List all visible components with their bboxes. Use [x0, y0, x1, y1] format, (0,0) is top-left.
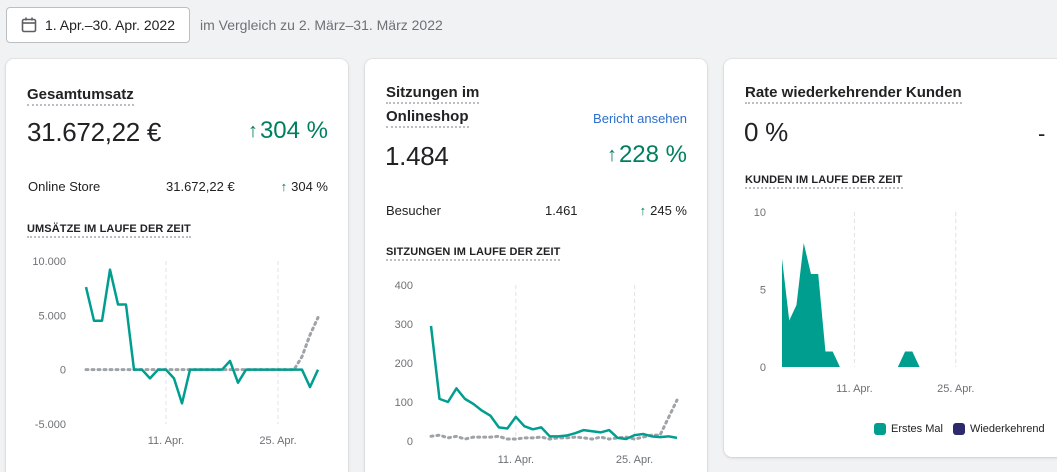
- arrow-up-icon: ↑: [639, 203, 647, 218]
- sessions-over-time-chart: 11. Apr. 25. Apr. 400 300 200 100 0: [395, 280, 679, 466]
- date-range-button[interactable]: 1. Apr.–30. Apr. 2022: [6, 7, 190, 43]
- x-tick-label: 11. Apr.: [836, 383, 873, 395]
- sessions-card: Sitzungen im Onlineshop Bericht ansehen …: [365, 59, 707, 472]
- y-tick-label: 5.000: [38, 310, 66, 322]
- breakdown-change: ↑ 304 %: [280, 179, 328, 194]
- x-tick-label: 11. Apr.: [498, 454, 535, 466]
- breakdown-label: Besucher: [386, 203, 441, 218]
- card-title[interactable]: Rate wiederkehrender Kunden: [745, 81, 962, 105]
- calendar-icon: [21, 17, 37, 33]
- y-tick-label: 0: [60, 365, 66, 377]
- x-tick-label: 25. Apr.: [616, 454, 653, 466]
- y-tick-label: 10.000: [32, 256, 66, 268]
- chart-section-title: KUNDEN IM LAUFE DER ZEIT: [745, 174, 903, 189]
- y-tick-label: 300: [395, 319, 413, 331]
- y-tick-label: 400: [395, 280, 413, 292]
- y-tick-label: -5.000: [35, 419, 66, 431]
- y-tick-label: 10: [754, 207, 766, 219]
- breakdown-change: ↑ 245 %: [639, 203, 687, 218]
- legend-swatch: [874, 423, 886, 435]
- legend-item-returning[interactable]: Wiederkehrend: [952, 423, 1045, 435]
- returning-rate-value: 0 %: [744, 117, 788, 147]
- returning-customers-card: Rate wiederkehrender Kunden 0 % - KUNDEN…: [724, 59, 1057, 457]
- total-sales-value: 31.672,22 €: [27, 117, 162, 147]
- breakdown-value: 31.672,22 €: [166, 179, 235, 194]
- card-title[interactable]: Gesamtumsatz: [27, 83, 134, 107]
- y-tick-label: 100: [395, 397, 413, 409]
- date-range-label: 1. Apr.–30. Apr. 2022: [45, 17, 175, 33]
- arrow-up-icon: ↑: [247, 119, 258, 142]
- returning-rate-change: -: [1038, 121, 1046, 146]
- sales-over-time-chart: 11. Apr. 25. Apr. 10.000 5.000 0 -5.000: [32, 256, 320, 447]
- current-series-line: [429, 325, 678, 441]
- customers-over-time-chart: 11. Apr. 25. Apr. 10 5 0: [754, 207, 992, 395]
- view-report-link[interactable]: Bericht ansehen: [593, 111, 687, 126]
- breakdown-label: Online Store: [28, 179, 101, 194]
- x-tick-label: 25. Apr.: [937, 383, 974, 395]
- comparison-text: im Vergleich zu 2. März–31. März 2022: [200, 17, 443, 33]
- x-tick-label: 11. Apr.: [148, 435, 185, 447]
- breakdown-value: 1.461: [545, 203, 578, 218]
- card-title[interactable]: Sitzungen im Onlineshop: [386, 81, 480, 129]
- current-series-line: [84, 268, 320, 405]
- legend-swatch: [952, 423, 965, 435]
- sessions-value: 1.484: [385, 141, 449, 171]
- comparison-series-line: [84, 316, 320, 372]
- total-sales-card: Gesamtumsatz 31.672,22 € ↑ 304 % Online S…: [6, 59, 348, 472]
- first-time-area: [782, 243, 992, 367]
- x-tick-label: 25. Apr.: [259, 435, 296, 447]
- y-tick-label: 200: [395, 358, 413, 370]
- chart-legend: Erstes Mal Wiederkehrend: [874, 423, 1055, 435]
- chart-section-title: UMSÄTZE IM LAUFE DER ZEIT: [27, 223, 191, 238]
- sessions-change: ↑ 228 %: [606, 141, 687, 168]
- y-tick-label: 0: [407, 436, 413, 448]
- legend-item-first-time[interactable]: Erstes Mal: [874, 423, 943, 435]
- arrow-up-icon: ↑: [280, 179, 288, 194]
- comparison-series-line: [429, 398, 679, 441]
- y-tick-label: 5: [760, 285, 766, 297]
- arrow-up-icon: ↑: [606, 143, 617, 166]
- chart-section-title: SITZUNGEN IM LAUFE DER ZEIT: [386, 246, 561, 261]
- y-tick-label: 0: [760, 362, 766, 374]
- total-sales-change: ↑ 304 %: [247, 117, 328, 144]
